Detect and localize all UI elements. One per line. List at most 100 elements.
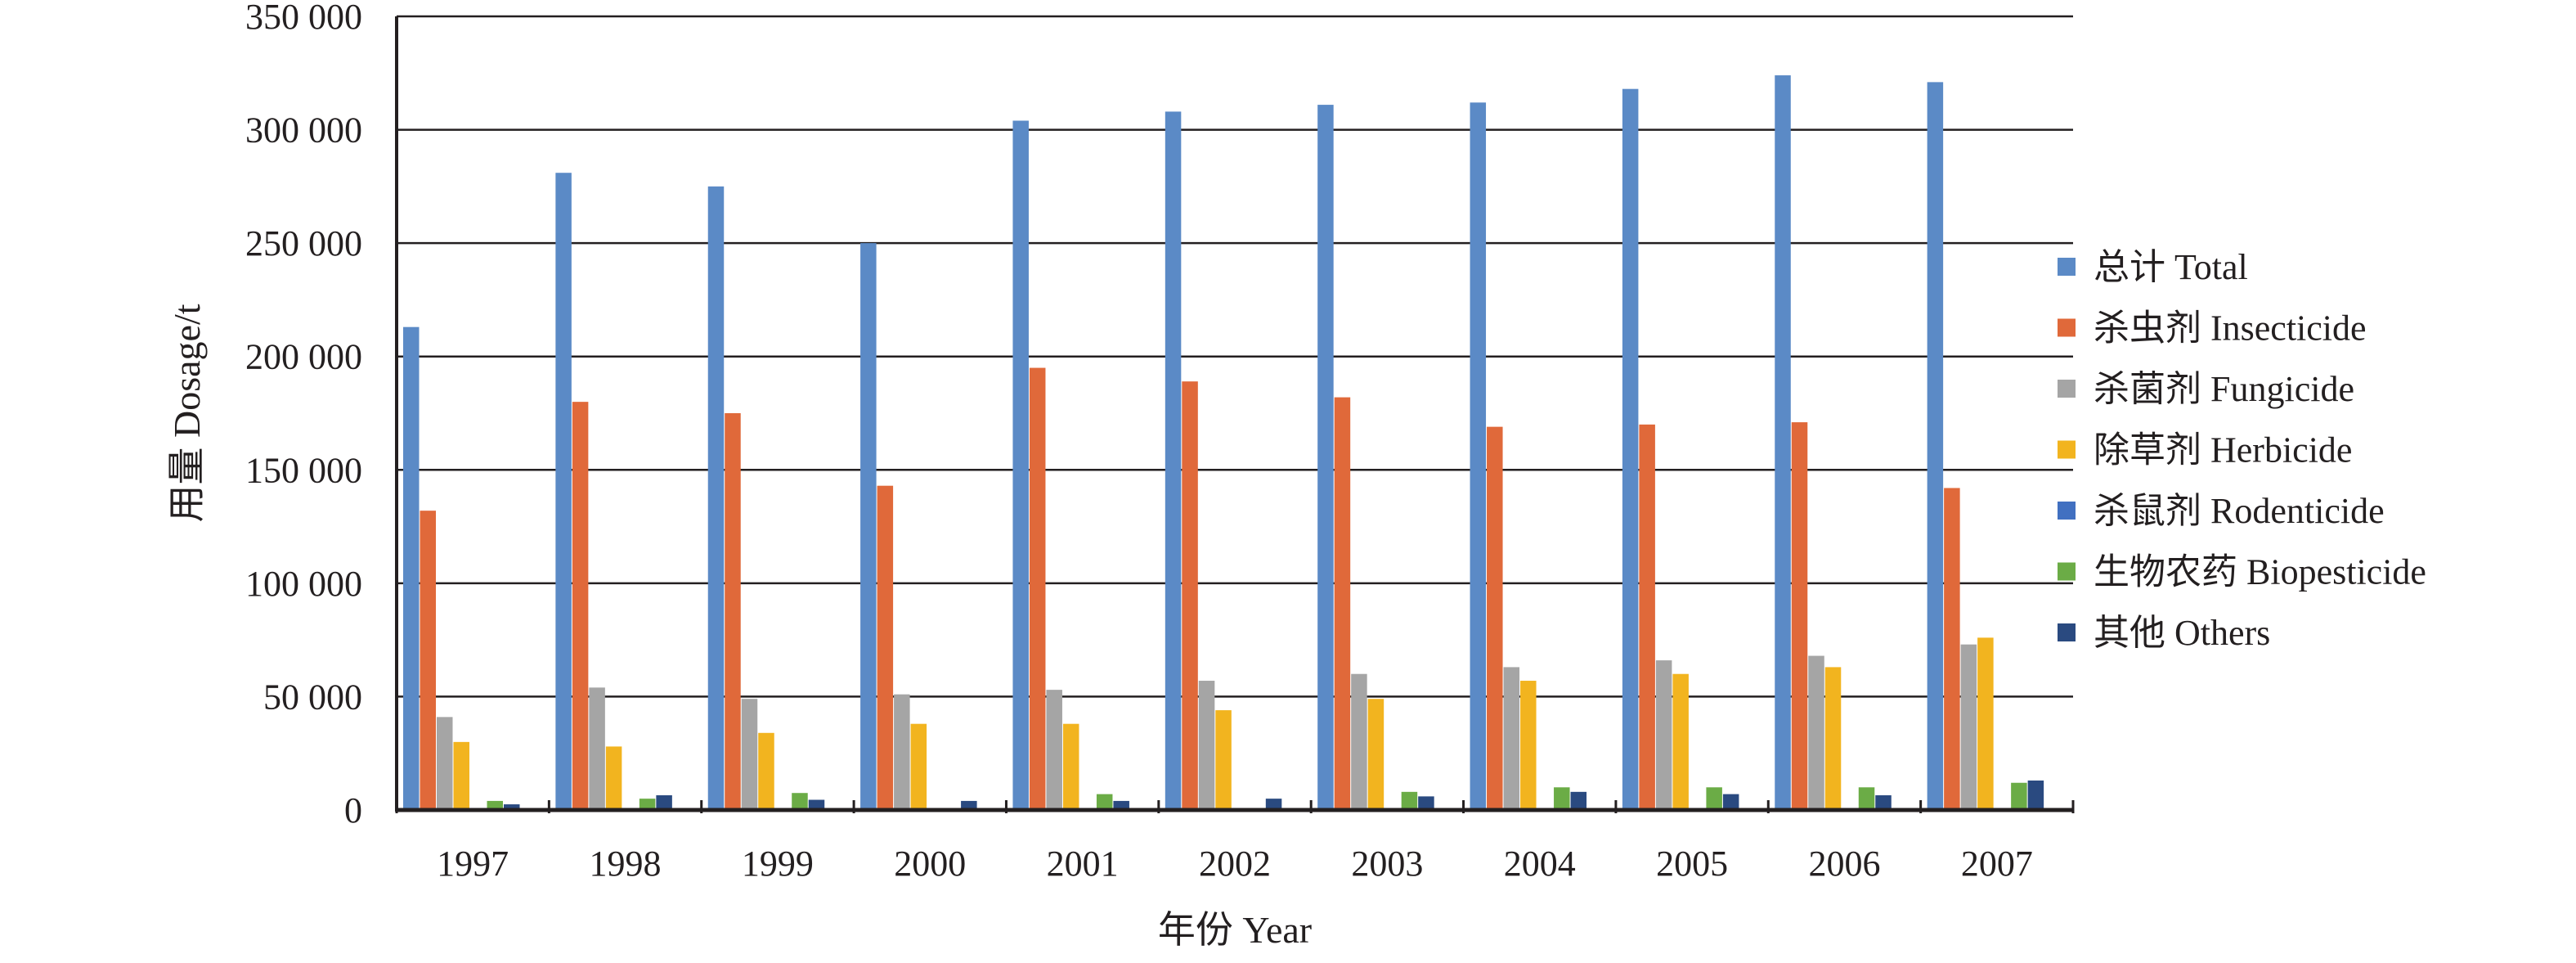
x-axis-title: 年份 Year <box>1158 909 1312 951</box>
bar <box>1265 799 1282 810</box>
y-tick-label: 300 000 <box>245 110 362 151</box>
y-tick-label: 150 000 <box>245 450 362 490</box>
bar <box>1096 794 1113 810</box>
bar <box>1470 102 1487 811</box>
bar <box>1722 794 1739 810</box>
bar <box>1520 681 1537 810</box>
y-tick-label: 50 000 <box>263 677 362 717</box>
legend-label: 生物农药 Biopesticide <box>2094 552 2426 592</box>
bar <box>403 326 420 811</box>
bar <box>1198 681 1215 810</box>
bar <box>1927 82 1944 810</box>
x-tick-labels: 1997 1998 1999 2000 2001 2002 2003 2004 2005 2006… <box>395 800 2075 884</box>
x-tick-label: 1998 <box>590 844 662 884</box>
x-tick-label: 2007 <box>1961 844 2033 884</box>
bar <box>910 723 927 810</box>
legend: 总计 Total 杀虫剂 Insecticide 杀菌剂 Fungicide 除草剂 … <box>2058 247 2426 653</box>
bar <box>589 687 605 810</box>
x-tick-label: 2004 <box>1504 844 1576 884</box>
bar <box>1487 426 1503 810</box>
bar <box>1401 791 1418 810</box>
bar <box>792 793 808 810</box>
bar <box>1944 488 1960 810</box>
y-axis-title: 用量 Dosage/t <box>166 304 208 522</box>
bar <box>1012 120 1029 810</box>
legend-swatch <box>2058 258 2076 276</box>
legend-swatch <box>2058 502 2076 520</box>
bar <box>504 804 520 810</box>
bar <box>1639 424 1655 810</box>
bar <box>808 799 825 810</box>
bar <box>707 186 725 810</box>
bar <box>1029 367 1046 811</box>
legend-swatch <box>2058 562 2076 581</box>
axes <box>395 16 2073 812</box>
bar <box>2011 782 2027 810</box>
x-tick-label: 2002 <box>1199 844 1271 884</box>
bar <box>1113 800 1129 810</box>
bar <box>1317 105 1334 811</box>
bar <box>420 511 436 810</box>
bar <box>1367 699 1384 810</box>
bar <box>877 485 894 810</box>
legend-label: 杀虫剂 Insecticide <box>2094 308 2367 349</box>
bar <box>894 694 910 810</box>
bar <box>1165 111 1182 810</box>
legend-label: 其他 Others <box>2094 613 2270 653</box>
y-tick-label: 250 000 <box>245 223 362 263</box>
bars <box>403 75 2044 811</box>
bar <box>639 799 656 810</box>
legend-label: 杀鼠剂 Rodenticide <box>2094 491 2385 531</box>
bar <box>1960 644 1977 810</box>
bar <box>1791 422 1808 810</box>
bar <box>656 794 672 810</box>
bar <box>2027 780 2044 810</box>
bar <box>1554 787 1570 810</box>
bar <box>758 732 774 810</box>
y-tick-label: 350 000 <box>245 0 362 37</box>
bar <box>1622 88 1639 810</box>
bar <box>1418 796 1434 810</box>
y-tick-label: 0 <box>344 790 362 830</box>
bar <box>1775 75 1791 811</box>
bar <box>605 746 622 810</box>
bar <box>453 741 469 810</box>
legend-swatch <box>2058 318 2076 337</box>
x-tick-label: 2006 <box>1808 844 1880 884</box>
bar <box>487 800 503 810</box>
bar <box>1824 667 1842 810</box>
bar <box>1215 710 1232 810</box>
bar <box>1046 690 1062 810</box>
x-tick-label: 2005 <box>1656 844 1728 884</box>
bar <box>1503 667 1520 810</box>
bar <box>1351 673 1367 810</box>
gridlines <box>397 15 2073 698</box>
bar <box>1182 381 1198 810</box>
bar <box>1655 660 1672 810</box>
legend-label: 除草剂 Herbicide <box>2094 430 2352 470</box>
bar <box>860 243 877 811</box>
y-tick-label: 100 000 <box>245 564 362 604</box>
bar <box>961 800 977 810</box>
bar <box>1858 787 1875 810</box>
legend-label: 总计 Total <box>2094 247 2248 287</box>
legend-swatch <box>2058 623 2076 641</box>
legend-swatch <box>2058 380 2076 398</box>
bar <box>1977 637 1994 810</box>
bar <box>1706 787 1722 810</box>
bar <box>741 699 758 810</box>
x-tick-label: 1999 <box>742 844 814 884</box>
bar <box>1570 791 1587 810</box>
bar <box>1062 723 1079 810</box>
bar <box>555 173 572 810</box>
y-tick-label: 200 000 <box>245 337 362 377</box>
bar <box>1808 655 1824 810</box>
legend-label: 杀菌剂 Fungicide <box>2094 369 2354 409</box>
legend-swatch <box>2058 440 2076 459</box>
bar <box>725 413 741 810</box>
bar <box>1334 397 1351 810</box>
x-tick-label: 2001 <box>1047 844 1119 884</box>
bar <box>572 402 589 810</box>
bar <box>1875 794 1892 810</box>
